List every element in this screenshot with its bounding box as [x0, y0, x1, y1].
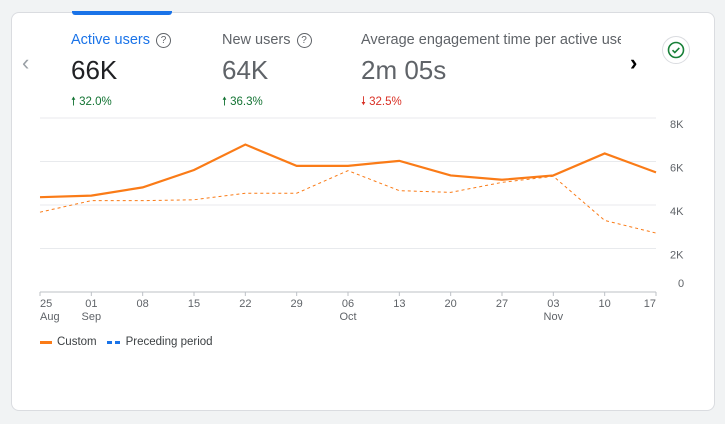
metric-delta: 🠕 36.3% [222, 96, 263, 108]
x-tick-label: 17 [644, 298, 656, 310]
metric-value: 2m 05s [361, 55, 447, 85]
x-tick-label: 20 [445, 298, 457, 310]
chart-legend: Custom Preceding period [40, 336, 213, 348]
metrics-card [11, 12, 715, 411]
x-tick-label: 03 [547, 298, 559, 310]
metric-delta: 🠕 32.0% [71, 96, 112, 108]
series-line-preceding-period [39, 170, 657, 234]
chevron-left-icon[interactable]: ‹ [22, 50, 30, 75]
metric-label: Active users [71, 32, 150, 48]
y-tick-label: 2K [670, 250, 684, 262]
metric-delta: 🠗 32.5% [361, 96, 402, 108]
x-tick-month: Oct [339, 311, 356, 323]
metric-label: Average engagement time per active user [361, 32, 621, 48]
selected-tab-indicator [72, 11, 172, 15]
x-tick-month: Aug [40, 311, 60, 323]
x-tick-month: Nov [544, 311, 564, 323]
y-tick-label: 0 [678, 278, 684, 290]
metric-label: New users [222, 32, 291, 48]
legend-swatch-custom [40, 340, 52, 344]
y-tick-label: 6K [670, 163, 684, 175]
x-tick-label: 25 [40, 298, 52, 310]
y-tick-label: 8K [670, 119, 684, 131]
check-circle-icon[interactable] [662, 36, 690, 64]
x-tick-label: 01 [85, 298, 97, 310]
metric-new-users[interactable]: New users? 64K 🠕 36.3% [222, 32, 312, 113]
legend-swatch-preceding [106, 340, 121, 344]
help-circle-icon[interactable]: ? [155, 32, 171, 48]
metric-value: 64K [222, 55, 269, 85]
metric-active-users[interactable]: Active users? 66K 🠕 32.0% [71, 32, 171, 113]
legend-label-preceding: Preceding period [125, 336, 213, 348]
x-tick-label: 22 [239, 298, 251, 310]
y-tick-label: 4K [670, 206, 684, 218]
x-tick-label: 13 [393, 298, 405, 310]
metric-avg-engagement[interactable]: Average engagement time per active user … [361, 32, 621, 113]
x-tick-label: 27 [496, 298, 508, 310]
x-tick-label: 29 [291, 298, 303, 310]
legend-label-custom: Custom [57, 336, 97, 348]
x-tick-label: 06 [342, 298, 354, 310]
x-tick-label: 08 [137, 298, 149, 310]
x-tick-label: 15 [188, 298, 200, 310]
x-tick-label: 10 [599, 298, 611, 310]
metric-value: 66K [71, 55, 118, 85]
help-circle-icon[interactable]: ? [296, 32, 312, 48]
chevron-right-icon[interactable]: › [630, 50, 638, 75]
x-tick-month: Sep [82, 311, 102, 323]
